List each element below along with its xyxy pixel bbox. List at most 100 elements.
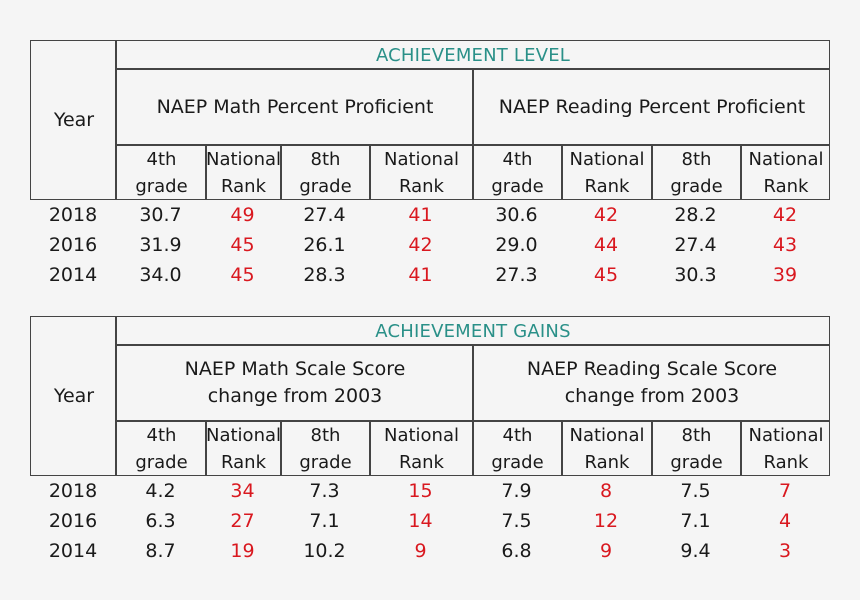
- divider-line: [117, 344, 829, 346]
- table-row: 2016 31.9 45 26.1 42 29.0 44 27.4 43: [30, 230, 830, 260]
- rank-value: 42: [593, 204, 619, 226]
- rank-value: 14: [408, 510, 433, 532]
- rank-value: 15: [408, 480, 433, 502]
- rank-value: 41: [408, 204, 433, 226]
- table-header: Year ACHIEVEMENT LEVEL NAEP Math Percent P…: [30, 40, 830, 200]
- score-value: 6.8: [501, 540, 532, 562]
- score-value: 7.5: [680, 480, 711, 502]
- rank-column-header: National Rank: [383, 149, 459, 197]
- score-value: 31.9: [139, 234, 182, 256]
- score-value: 7.1: [309, 510, 340, 532]
- math-header: NAEP Math Scale Score change from 2003: [184, 358, 406, 407]
- table-header: Year ACHIEVEMENT GAINS NAEP Math Scale Sco…: [30, 316, 830, 476]
- score-value: 27.4: [303, 204, 346, 226]
- rank-value: 27: [230, 510, 255, 532]
- rank-value: 12: [593, 510, 619, 532]
- rank-value: 34: [230, 480, 255, 502]
- rank-value: 9: [599, 540, 613, 562]
- reading-header: NAEP Reading Scale Score change from 200…: [526, 358, 778, 407]
- table-row: 2016 6.3 27 7.1 14 7.5 12 7.1 4: [30, 506, 830, 536]
- rank-value: 8: [599, 480, 613, 502]
- rank-value: 44: [593, 234, 619, 256]
- score-value: 29.0: [495, 234, 538, 256]
- rank-value: 43: [772, 234, 798, 256]
- year-cell-value: 2016: [48, 510, 98, 532]
- year-cell-value: 2014: [48, 540, 98, 562]
- reading-header: NAEP Reading Percent Proficient: [498, 95, 806, 118]
- divider-line: [205, 421, 207, 475]
- score-value: 9.4: [680, 540, 711, 562]
- score-value: 30.6: [495, 204, 538, 226]
- rank-value: 19: [230, 540, 255, 562]
- section-title: ACHIEVEMENT LEVEL: [375, 44, 571, 66]
- year-header: Year: [53, 385, 95, 407]
- divider-line: [205, 145, 207, 199]
- rank-column-header: National Rank: [206, 149, 282, 197]
- divider-line: [740, 421, 742, 475]
- rank-column-header: National Rank: [206, 425, 282, 473]
- divider-line: [472, 69, 474, 199]
- rank-column-header: National Rank: [748, 425, 824, 473]
- grade-column-header: 8th grade: [670, 149, 723, 197]
- divider-line: [117, 68, 829, 70]
- achievement-gains-table: Year ACHIEVEMENT GAINS NAEP Math Scale Sco…: [30, 316, 830, 562]
- divider-line: [561, 421, 563, 475]
- score-value: 27.4: [674, 234, 717, 256]
- score-value: 28.2: [674, 204, 717, 226]
- grade-column-header: 8th grade: [299, 149, 352, 197]
- divider-line: [280, 145, 282, 199]
- divider-line: [369, 421, 371, 475]
- rank-value: 7: [778, 480, 792, 502]
- score-value: 6.3: [145, 510, 176, 532]
- divider-line: [369, 145, 371, 199]
- score-value: 26.1: [303, 234, 346, 256]
- divider-line: [651, 145, 653, 199]
- rank-value: 45: [230, 234, 255, 256]
- score-value: 27.3: [495, 264, 538, 286]
- year-cell-value: 2018: [48, 480, 98, 502]
- score-value: 7.9: [501, 480, 532, 502]
- divider-line: [472, 345, 474, 475]
- rank-column-header: National Rank: [748, 149, 824, 197]
- divider-line: [561, 145, 563, 199]
- score-value: 7.5: [501, 510, 532, 532]
- year-header: Year: [53, 109, 95, 131]
- grade-column-header: 4th grade: [135, 149, 188, 197]
- grade-column-header: 8th grade: [670, 425, 723, 473]
- achievement-level-table: Year ACHIEVEMENT LEVEL NAEP Math Percent P…: [30, 40, 830, 286]
- score-value: 28.3: [303, 264, 346, 286]
- rank-column-header: National Rank: [569, 425, 645, 473]
- grade-column-header: 4th grade: [491, 425, 544, 473]
- rank-value: 39: [772, 264, 798, 286]
- grade-column-header: 8th grade: [299, 425, 352, 473]
- rank-value: 42: [408, 234, 433, 256]
- math-header: NAEP Math Percent Proficient: [156, 95, 434, 118]
- score-value: 10.2: [303, 540, 346, 562]
- rank-value: 45: [230, 264, 255, 286]
- score-value: 7.3: [309, 480, 340, 502]
- rank-value: 41: [408, 264, 433, 286]
- rank-value: 4: [778, 510, 792, 532]
- rank-value: 49: [230, 204, 255, 226]
- rank-value: 45: [593, 264, 619, 286]
- rank-column-header: National Rank: [569, 149, 645, 197]
- divider-line: [115, 317, 117, 475]
- divider-line: [280, 421, 282, 475]
- score-value: 30.7: [139, 204, 182, 226]
- rank-value: 3: [778, 540, 792, 562]
- score-value: 34.0: [139, 264, 182, 286]
- year-cell-value: 2014: [48, 264, 98, 286]
- rank-column-header: National Rank: [383, 425, 459, 473]
- score-value: 4.2: [145, 480, 176, 502]
- rank-value: 42: [772, 204, 798, 226]
- divider-line: [651, 421, 653, 475]
- section-title: ACHIEVEMENT GAINS: [375, 320, 571, 342]
- divider-line: [115, 41, 117, 199]
- year-cell-value: 2016: [48, 234, 98, 256]
- table-row: 2018 4.2 34 7.3 15 7.9 8 7.5 7: [30, 476, 830, 506]
- score-value: 7.1: [680, 510, 711, 532]
- table-row: 2014 8.7 19 10.2 9 6.8 9 9.4 3: [30, 536, 830, 566]
- divider-line: [740, 145, 742, 199]
- rank-value: 9: [414, 540, 427, 562]
- table-row: 2014 34.0 45 28.3 41 27.3 45 30.3 39: [30, 260, 830, 290]
